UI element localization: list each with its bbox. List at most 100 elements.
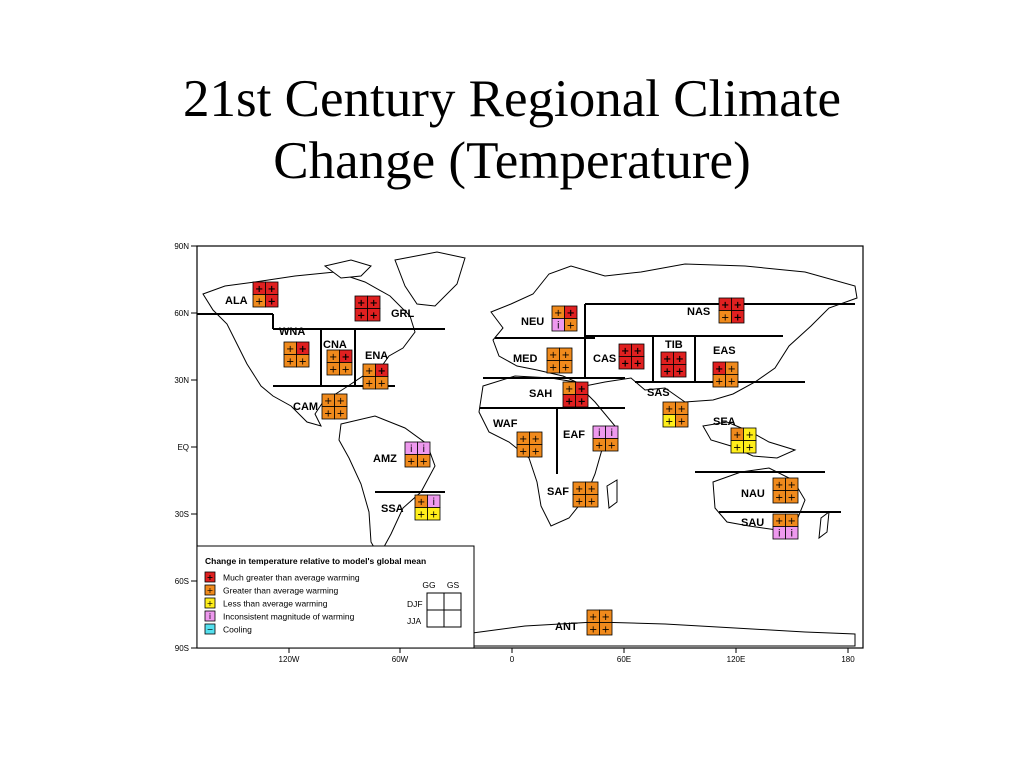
svg-text:+: + bbox=[370, 311, 378, 322]
region-label-nas: NAS bbox=[687, 306, 710, 318]
svg-text:+: + bbox=[268, 297, 276, 308]
grid-ssa-cell-1: i bbox=[427, 494, 441, 508]
svg-text:+: + bbox=[519, 434, 527, 445]
grid-med-cell-3: + bbox=[559, 360, 573, 374]
region-label-eaf: EAF bbox=[563, 429, 585, 441]
grid-sau-cell-0: + bbox=[772, 513, 786, 527]
region-label-cas: CAS bbox=[593, 353, 616, 365]
grid-cam-cell-1: + bbox=[334, 393, 348, 407]
grid-eaf: i i + + bbox=[592, 425, 619, 452]
svg-text:+: + bbox=[663, 354, 671, 365]
grid-ssa-cell-0: + bbox=[414, 494, 428, 508]
grid-amz: i i + + bbox=[404, 441, 431, 468]
svg-text:+: + bbox=[567, 308, 575, 319]
grid-sau-cell-3: i bbox=[785, 526, 799, 540]
grid-neu: + + i + bbox=[551, 305, 578, 332]
grid-med-cell-0: + bbox=[546, 347, 560, 361]
svg-text:+: + bbox=[255, 297, 263, 308]
svg-text:+: + bbox=[595, 441, 603, 452]
grid-grl-cell-0: + bbox=[354, 295, 368, 309]
svg-text:+: + bbox=[532, 434, 540, 445]
legend-label-inconsistent: Inconsistent magnitude of warming bbox=[223, 612, 355, 622]
grid-cas: + + + + bbox=[618, 343, 645, 370]
svg-text:+: + bbox=[676, 354, 684, 365]
grid-nas-cell-2: + bbox=[718, 310, 732, 324]
svg-text:+: + bbox=[324, 409, 332, 420]
grid-amz-cell-0: i bbox=[404, 441, 418, 455]
svg-text:+: + bbox=[549, 363, 557, 374]
svg-text:+: + bbox=[567, 321, 575, 332]
region-label-tib: TIB bbox=[665, 339, 683, 351]
title-line-1: 21st Century Regional Climate bbox=[183, 70, 841, 128]
lat-label-60s: 60S bbox=[175, 577, 189, 586]
svg-text:i: i bbox=[410, 444, 413, 455]
svg-text:+: + bbox=[575, 497, 583, 508]
grid-sea-cell-0: + bbox=[730, 427, 744, 441]
lat-label-60n: 60N bbox=[174, 309, 189, 318]
grid-cas-cell-1: + bbox=[631, 343, 645, 357]
season-header-gs: GS bbox=[447, 580, 460, 590]
grid-cam-cell-2: + bbox=[321, 406, 335, 420]
region-label-grl: GRL bbox=[391, 308, 415, 320]
lon-label-120e: 120E bbox=[727, 655, 746, 664]
grid-nas: + + + + bbox=[718, 297, 745, 324]
title-line-2: Change (Temperature) bbox=[273, 132, 751, 190]
legend-label-less: Less than average warming bbox=[223, 599, 328, 609]
svg-text:+: + bbox=[407, 457, 415, 468]
svg-text:i: i bbox=[598, 428, 601, 439]
svg-text:+: + bbox=[578, 384, 586, 395]
svg-text:+: + bbox=[207, 573, 214, 582]
svg-text:+: + bbox=[554, 308, 562, 319]
svg-text:+: + bbox=[378, 366, 386, 377]
legend-items: + Much greater than average warming + Great… bbox=[204, 571, 360, 635]
grid-sah-cell-0: + bbox=[562, 381, 576, 395]
grid-ant-cell-1: + bbox=[599, 609, 613, 623]
new-zealand-island bbox=[818, 510, 830, 540]
grid-tib: + + + + bbox=[660, 351, 687, 378]
svg-text:+: + bbox=[365, 379, 373, 390]
svg-text:i: i bbox=[610, 428, 613, 439]
grid-ena-cell-2: + bbox=[362, 376, 376, 390]
svg-text:+: + bbox=[788, 516, 796, 527]
region-label-cam: CAM bbox=[293, 401, 318, 413]
grid-saf: + + + + bbox=[572, 481, 599, 508]
grid-ant-cell-3: + bbox=[599, 622, 613, 636]
svg-text:+: + bbox=[676, 367, 684, 378]
svg-text:i: i bbox=[778, 529, 781, 540]
svg-text:i: i bbox=[557, 321, 560, 332]
svg-text:+: + bbox=[588, 497, 596, 508]
grid-sea: + + + + bbox=[730, 427, 757, 454]
grid-eaf-cell-1: i bbox=[605, 425, 619, 439]
legend-swatch-inconsistent: i bbox=[204, 610, 216, 622]
grid-eas-cell-1: + bbox=[725, 361, 739, 375]
svg-text:i: i bbox=[790, 529, 793, 540]
grid-sah-cell-1: + bbox=[575, 381, 589, 395]
grid-wna-cell-3: + bbox=[296, 354, 310, 368]
svg-text:+: + bbox=[602, 625, 610, 636]
legend-title: Change in temperature relative to model'… bbox=[205, 556, 426, 566]
svg-text:+: + bbox=[549, 350, 557, 361]
svg-text:+: + bbox=[588, 484, 596, 495]
region-symbol-grids: + ++ + + ++ ++ ++ + + ++ + + ++ ++ ++ +i i+ ++ i+ ++ +i ++ ++ +… bbox=[252, 281, 799, 636]
grid-ala-cell-0: + bbox=[252, 281, 266, 295]
arctic-islands bbox=[323, 259, 372, 279]
grid-wna-cell-0: + bbox=[283, 341, 297, 355]
legend-label-much: Much greater than average warming bbox=[223, 573, 360, 583]
svg-text:+: + bbox=[678, 417, 686, 428]
grid-cas-cell-2: + bbox=[618, 356, 632, 370]
grid-cna-cell-3: + bbox=[339, 362, 353, 376]
svg-text:+: + bbox=[734, 300, 742, 311]
svg-text:+: + bbox=[207, 586, 214, 595]
svg-text:+: + bbox=[565, 384, 573, 395]
grid-nau-cell-3: + bbox=[785, 490, 799, 504]
svg-text:+: + bbox=[746, 443, 754, 454]
grid-cna-cell-1: + bbox=[339, 349, 353, 363]
grid-saf-cell-3: + bbox=[585, 494, 599, 508]
svg-text:+: + bbox=[378, 379, 386, 390]
grid-cna: + + + + bbox=[326, 349, 353, 376]
svg-text:+: + bbox=[562, 350, 570, 361]
svg-text:+: + bbox=[286, 357, 294, 368]
grid-neu-cell-0: + bbox=[551, 305, 565, 319]
eurasia-landmass bbox=[490, 263, 858, 403]
grid-ena-cell-1: + bbox=[375, 363, 389, 377]
